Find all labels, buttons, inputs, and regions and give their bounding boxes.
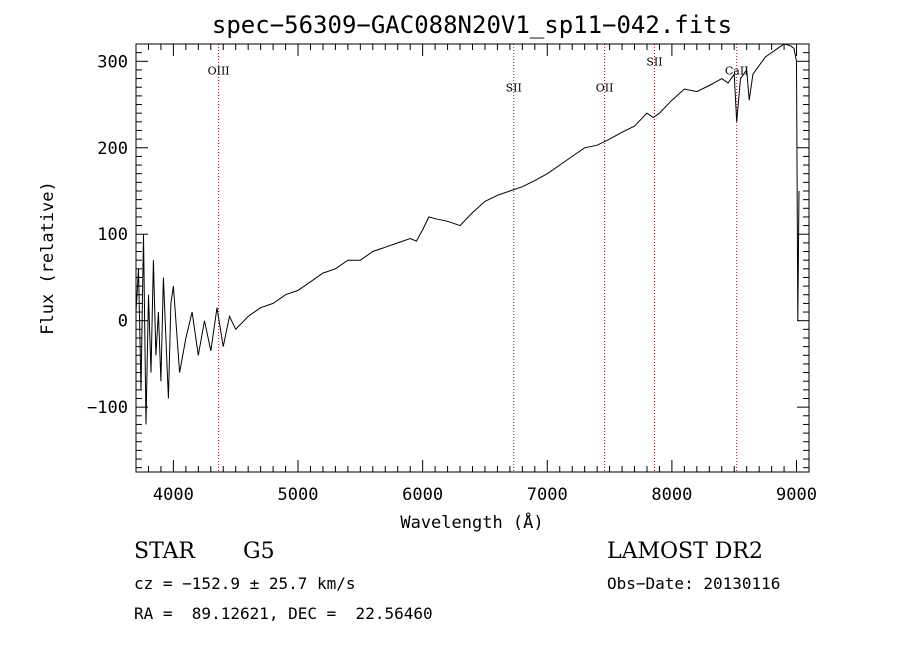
- y-tick-label: 100: [97, 225, 128, 245]
- y-axis-label: Flux (relative): [38, 181, 58, 335]
- y-tick-label: 0: [118, 312, 128, 332]
- y-tick-label: −100: [87, 398, 128, 418]
- annotation-label: OII: [596, 82, 614, 95]
- y-tick-label: 300: [97, 52, 128, 72]
- subclass: G5: [243, 539, 275, 564]
- chart-title: spec−56309−GAC088N20V1_sp11−042.fits: [212, 11, 732, 39]
- annotation-label: SII: [646, 56, 662, 69]
- survey-name: LAMOST DR2: [607, 539, 763, 564]
- ra-dec: RA = 89.12621, DEC = 22.56460: [134, 604, 433, 623]
- annotation-labels: OIII SII OII SII CaII: [208, 56, 749, 95]
- x-tick-label: 6000: [402, 485, 443, 505]
- spectrum-line: [135, 43, 800, 425]
- axis-ticks: 4000 5000 6000 7000 8000 9000 −100 0 100 200 300: [87, 43, 817, 505]
- x-tick-label: 9000: [776, 485, 817, 505]
- annotation-label: OIII: [208, 64, 230, 77]
- object-class: STAR: [134, 539, 195, 564]
- annotation-lines: [218, 44, 738, 472]
- x-tick-label: 5000: [278, 485, 319, 505]
- annotation-label: SII: [506, 82, 522, 95]
- y-tick-label: 200: [97, 139, 128, 159]
- redshift-cz: cz = −152.9 ± 25.7 km/s: [134, 574, 356, 593]
- obs-date: Obs−Date: 20130116: [607, 574, 781, 593]
- x-tick-label: 4000: [153, 485, 194, 505]
- plot-frame: [135, 43, 810, 473]
- x-tick-label: 8000: [651, 485, 692, 505]
- x-axis-label: Wavelength (Å): [400, 511, 543, 533]
- annotation-label: CaII: [725, 64, 749, 77]
- x-tick-label: 7000: [527, 485, 568, 505]
